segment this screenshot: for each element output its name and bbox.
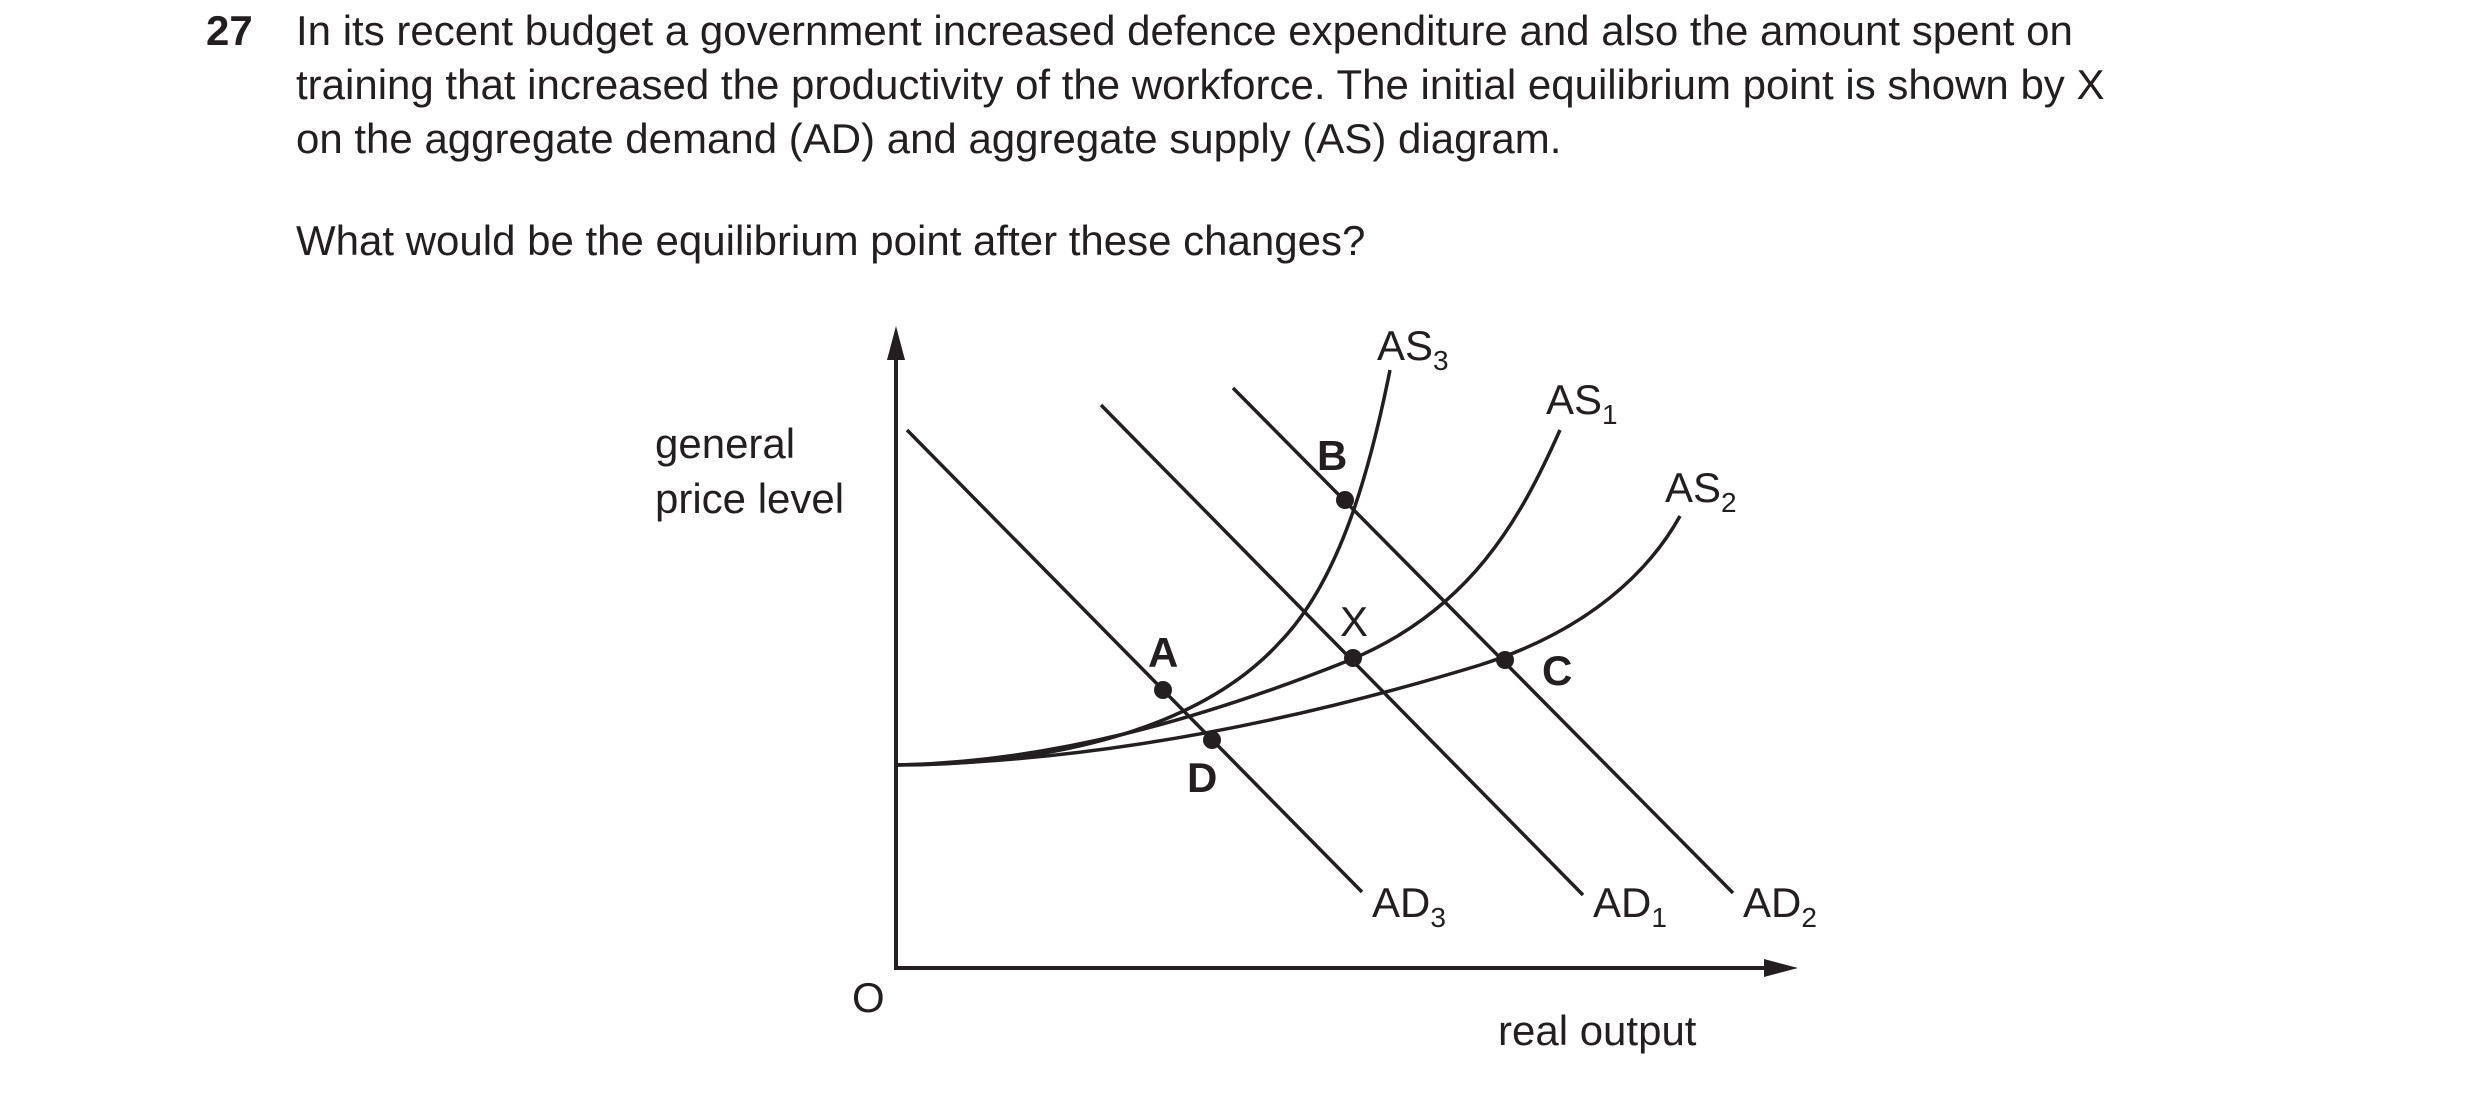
point-d-label: D	[1187, 754, 1217, 801]
point-x-label: X	[1340, 598, 1368, 645]
y-axis-label: general price level	[655, 420, 844, 522]
point-x-marker	[1344, 649, 1362, 667]
point-d-marker	[1203, 731, 1221, 749]
y-axis-label-line-1: general	[655, 420, 795, 467]
point-b-marker	[1336, 491, 1354, 509]
point-a-label: A	[1148, 629, 1178, 676]
ad3-curve	[905, 428, 1364, 894]
as2-label: AS2	[1665, 464, 1737, 518]
y-axis-label-line-2: price level	[655, 475, 844, 522]
origin-label: O	[852, 974, 885, 1021]
question-number: 27	[206, 7, 253, 54]
question-text: In its recent budget a government increa…	[296, 4, 2446, 166]
point-a-marker	[1154, 681, 1172, 699]
ad3-label: AD3	[1372, 879, 1446, 933]
ad1-curve	[1099, 403, 1585, 897]
x-axis-label: real output	[1498, 1007, 1697, 1054]
ad2-label: AD2	[1743, 879, 1817, 933]
question-prompt: What would be the equilibrium point afte…	[296, 217, 1366, 264]
question-line-3: on the aggregate demand (AD) and aggrega…	[296, 115, 1562, 162]
point-c-marker	[1496, 651, 1514, 669]
as1-label: AS1	[1546, 376, 1618, 430]
question-line-1: In its recent budget a government increa…	[296, 7, 2073, 54]
as3-curve	[895, 369, 1392, 767]
question-line-2: training that increased the productivity…	[296, 61, 2105, 108]
x-axis-arrowhead	[1764, 959, 1798, 977]
y-axis-arrowhead	[887, 326, 905, 360]
ad2-curve	[1231, 386, 1735, 895]
as2-curve	[895, 515, 1682, 767]
as1-curve	[895, 429, 1562, 767]
point-c-label: C	[1542, 647, 1572, 694]
ad1-label: AD1	[1593, 879, 1667, 933]
as3-label: AS3	[1377, 322, 1449, 376]
point-b-label: B	[1317, 432, 1347, 479]
